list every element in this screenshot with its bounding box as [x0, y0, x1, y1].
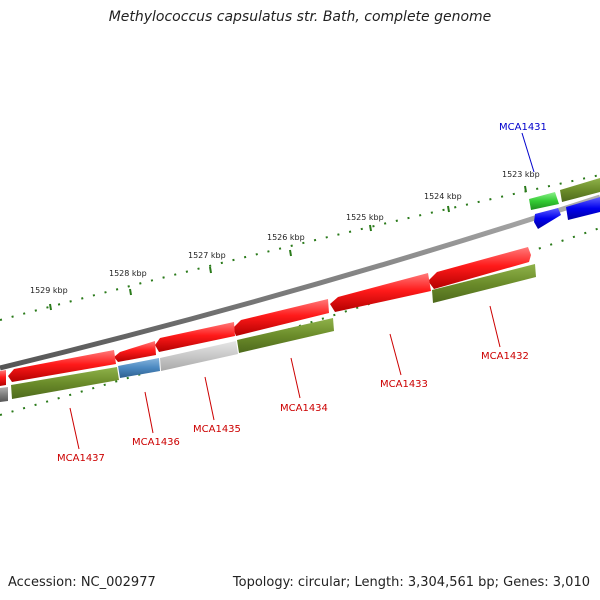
gene-mca1435[interactable]	[155, 322, 235, 352]
genome-summary-text: Topology: circular; Length: 3,304,561 bp…	[232, 575, 590, 590]
kbp-label: 1524 kbp	[424, 192, 462, 201]
map-title: Methylococcus capsulatus str. Bath, comp…	[108, 9, 492, 25]
gene-label-mca1434[interactable]: MCA1434	[280, 403, 328, 414]
kbp-label: 1526 kbp	[267, 233, 305, 242]
kbp-label: 1525 kbp	[346, 213, 384, 222]
gene-mca1434-track[interactable]	[237, 318, 334, 353]
gene-mca1437[interactable]	[8, 350, 116, 382]
gene-mca1433[interactable]	[330, 273, 431, 312]
gene-mca1435-pseudo[interactable]	[160, 341, 238, 371]
kbp-label: 1528 kbp	[109, 269, 147, 278]
kbp-label: 1523 kbp	[502, 170, 540, 179]
accession-text: Accession: NC_002977	[8, 575, 156, 590]
kbp-labels: 1523 kbp 1524 kbp 1525 kbp 1526 kbp 1527…	[30, 170, 540, 295]
major-ticks	[49, 185, 527, 311]
leader-lines	[69, 132, 535, 450]
gene-label-mca1436[interactable]: MCA1436	[132, 437, 180, 448]
outer-tick-ring	[0, 174, 600, 321]
gene-left-edge-red[interactable]	[0, 370, 6, 386]
gene-mca1431-rna[interactable]	[534, 208, 561, 229]
gene-label-mca1433[interactable]: MCA1433	[380, 379, 428, 390]
kbp-label: 1527 kbp	[188, 251, 226, 260]
gene-highlight-green[interactable]	[529, 192, 559, 210]
gene-mca1432-track[interactable]	[432, 264, 536, 303]
gene-mca1436[interactable]	[114, 341, 156, 362]
gene-label-mca1432[interactable]: MCA1432	[481, 351, 529, 362]
gene-label-mca1431[interactable]: MCA1431	[499, 122, 547, 133]
kbp-label: 1529 kbp	[30, 286, 68, 295]
genome-backbone	[0, 194, 600, 371]
gene-far-right-olive[interactable]	[560, 178, 600, 202]
gene-mca1436-blue[interactable]	[118, 358, 160, 378]
gene-label-mca1437[interactable]: MCA1437	[57, 453, 105, 464]
gene-mca1437-track[interactable]	[11, 367, 119, 399]
gene-left-edge-gray[interactable]	[0, 387, 8, 402]
gene-far-right-blue[interactable]	[566, 197, 600, 220]
gene-mca1434[interactable]	[233, 299, 329, 336]
gene-label-mca1435[interactable]: MCA1435	[193, 424, 241, 435]
gene-mca1432[interactable]	[428, 247, 531, 289]
